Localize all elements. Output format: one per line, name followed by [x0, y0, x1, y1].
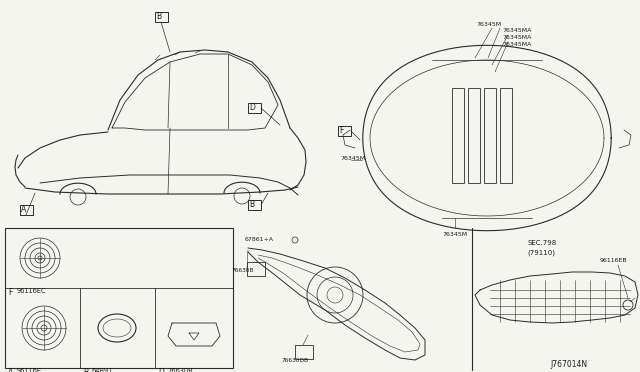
Bar — [484, 88, 496, 183]
Bar — [248, 200, 261, 210]
Bar — [295, 345, 313, 359]
Bar — [20, 205, 33, 215]
Bar — [468, 88, 480, 183]
Text: B: B — [156, 12, 161, 21]
Text: A: A — [21, 205, 26, 214]
Bar — [500, 88, 512, 183]
Text: D: D — [249, 103, 255, 112]
Text: 76345M: 76345M — [442, 232, 468, 237]
Bar — [452, 88, 464, 183]
Text: B: B — [249, 200, 254, 209]
Text: B: B — [83, 368, 88, 372]
Text: F: F — [8, 288, 12, 297]
Text: 96116EC: 96116EC — [17, 288, 47, 294]
Text: 64B91: 64B91 — [92, 368, 113, 372]
Bar — [338, 126, 351, 136]
Text: 76630DB: 76630DB — [282, 358, 309, 363]
Text: SEC.798: SEC.798 — [527, 240, 556, 246]
Bar — [247, 262, 265, 276]
Text: 96116EB: 96116EB — [600, 258, 628, 263]
Text: 76630B: 76630B — [167, 368, 193, 372]
Text: 76345MA: 76345MA — [502, 42, 531, 47]
Text: D: D — [158, 368, 164, 372]
Text: 76345MA: 76345MA — [502, 28, 531, 33]
Text: J767014N: J767014N — [550, 360, 587, 369]
Text: 96116E: 96116E — [17, 368, 42, 372]
Text: 76345M: 76345M — [340, 156, 365, 161]
Bar — [155, 12, 168, 22]
Bar — [5, 228, 233, 368]
Bar — [248, 103, 261, 113]
Text: F: F — [339, 126, 344, 135]
Text: 76345M: 76345M — [476, 22, 501, 27]
Text: A: A — [8, 368, 13, 372]
Text: (79110): (79110) — [527, 249, 555, 256]
Text: 76630B: 76630B — [232, 268, 255, 273]
Text: 67861+A: 67861+A — [245, 237, 274, 242]
Text: 76345MA: 76345MA — [502, 35, 531, 40]
